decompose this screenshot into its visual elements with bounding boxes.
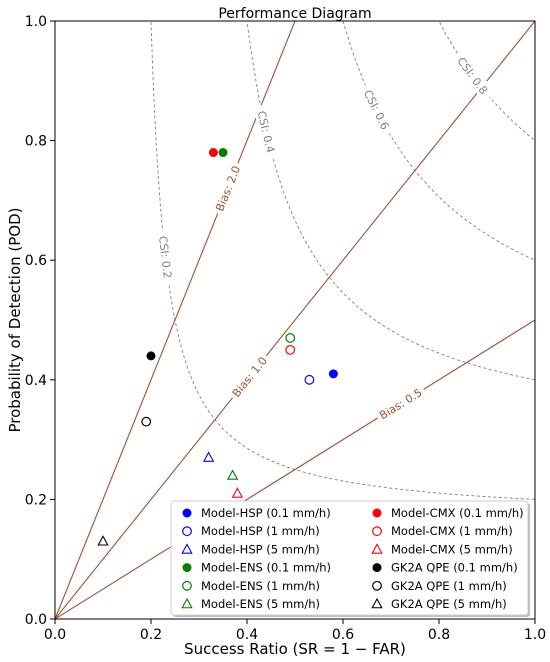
legend-marker-5 bbox=[182, 580, 192, 591]
legend-marker-1 bbox=[182, 508, 192, 518]
csi-label-1-bg bbox=[155, 229, 177, 285]
legend-label-12: GK2A QPE (5 mm/h) bbox=[391, 597, 507, 611]
bias-label-2-group: Bias: 1.0 bbox=[226, 350, 272, 403]
bias-label-3: Bias: 0.5 bbox=[377, 386, 424, 422]
data-point-3 bbox=[202, 451, 215, 462]
csi-label-2-group: CSI: 0.4 bbox=[253, 103, 281, 160]
legend-marker-3 bbox=[181, 543, 193, 554]
legend-marker-11 bbox=[372, 580, 382, 591]
data-point-11 bbox=[141, 416, 152, 427]
x-tick-label: 0.8 bbox=[428, 627, 450, 643]
data-point-8 bbox=[285, 345, 296, 355]
data-point-7 bbox=[208, 148, 218, 158]
x-axis-title: Success Ratio (SR = 1 − FAR) bbox=[184, 640, 406, 658]
bias-line-2 bbox=[55, 21, 535, 619]
csi-label-4-group: CSI: 0.8 bbox=[450, 49, 496, 102]
legend-label-3: Model-HSP (5 mm/h) bbox=[201, 542, 320, 556]
bias-label-3-bg bbox=[373, 382, 428, 424]
data-point-6 bbox=[226, 469, 239, 480]
csi-line-3 bbox=[342, 21, 535, 261]
plot-area: CSI: 0.2 CSI: 0.4 CSI: 0.6 CSI: 0.8 Bias: 2.… bbox=[25, 14, 546, 643]
axis-ticks: 0.0 0.2 0.4 0.6 0.8 1.0 0.0 0.2 0.4 0.6 0.8 1.0 bbox=[25, 14, 546, 643]
x-tick-label: 0.2 bbox=[140, 627, 162, 643]
csi-label-3-group: CSI: 0.6 bbox=[358, 81, 396, 137]
bias-label-2: Bias: 1.0 bbox=[230, 354, 270, 399]
csi-label-3: CSI: 0.6 bbox=[361, 88, 392, 132]
bias-label-1: Bias: 2.0 bbox=[213, 164, 243, 213]
legend-marker-9 bbox=[371, 543, 383, 554]
data-point-4 bbox=[218, 148, 228, 158]
data-point-9 bbox=[231, 487, 244, 498]
bias-line-1 bbox=[55, 21, 296, 619]
x-tick-label: 0.6 bbox=[332, 627, 354, 643]
data-point-12 bbox=[97, 535, 109, 546]
csi-label-1-group: CSI: 0.2 bbox=[155, 229, 177, 285]
reference-lines bbox=[55, 21, 535, 619]
bias-label-1-bg bbox=[210, 160, 245, 217]
legend-label-9: Model-CMX (5 mm/h) bbox=[391, 542, 513, 556]
bias-label-2-bg bbox=[226, 350, 272, 403]
legend-label-8: Model-CMX (1 mm/h) bbox=[391, 524, 513, 538]
y-tick-label: 0.8 bbox=[25, 134, 47, 150]
legend: Model-HSP (0.1 mm/h) Model-HSP (1 mm/h) Mo… bbox=[170, 500, 530, 617]
y-tick-label: 0.4 bbox=[25, 373, 47, 389]
x-tick-label: 0.4 bbox=[236, 627, 258, 643]
legend-label-1: Model-HSP (0.1 mm/h) bbox=[201, 506, 331, 520]
y-tick-label: 0.2 bbox=[25, 492, 47, 508]
csi-label-4-bg bbox=[450, 49, 496, 102]
csi-line-4 bbox=[438, 21, 535, 141]
plot-frame bbox=[54, 20, 536, 620]
legend-marker-6 bbox=[181, 597, 193, 609]
csi-label-2-bg bbox=[253, 103, 281, 160]
legend-marker-2 bbox=[182, 526, 192, 537]
x-tick-label: 1.0 bbox=[524, 627, 546, 643]
csi-label-4: CSI: 0.8 bbox=[454, 55, 490, 97]
y-tick-label: 1.0 bbox=[25, 14, 47, 30]
data-points bbox=[97, 148, 338, 546]
csi-line-1 bbox=[150, 21, 535, 500]
legend-label-7: Model-CMX (0.1 mm/h) bbox=[391, 506, 524, 520]
legend-marker-10 bbox=[372, 563, 382, 573]
legend-label-5: Model-ENS (1 mm/h) bbox=[201, 579, 320, 593]
data-point-10 bbox=[146, 351, 156, 361]
y-tick-label: 0.6 bbox=[25, 253, 47, 269]
chart-title: Performance Diagram bbox=[218, 6, 371, 22]
csi-label-3-bg bbox=[358, 81, 396, 137]
bias-label-3-group: Bias: 0.5 bbox=[373, 382, 428, 424]
legend-label-10: GK2A QPE (0.1 mm/h) bbox=[391, 561, 518, 575]
y-axis-title: Probability of Detection (POD) bbox=[6, 207, 24, 432]
legend-label-6: Model-ENS (5 mm/h) bbox=[201, 597, 320, 611]
legend-label-2: Model-HSP (1 mm/h) bbox=[201, 524, 320, 538]
bias-line-3 bbox=[55, 319, 535, 619]
csi-label-1: CSI: 0.2 bbox=[156, 235, 174, 279]
data-point-5 bbox=[285, 333, 296, 343]
legend-box bbox=[170, 500, 529, 616]
y-tick-label: 0.0 bbox=[25, 612, 47, 628]
data-point-1 bbox=[328, 369, 338, 379]
bias-label-1-group: Bias: 2.0 bbox=[210, 160, 245, 217]
data-point-2 bbox=[304, 374, 315, 385]
legend-marker-12 bbox=[371, 597, 383, 609]
legend-marker-4 bbox=[182, 563, 192, 573]
legend-marker-7 bbox=[372, 508, 382, 518]
legend-label-11: GK2A QPE (1 mm/h) bbox=[391, 579, 507, 593]
x-tick-label: 0.0 bbox=[44, 627, 66, 643]
legend-label-4: Model-ENS (0.1 mm/h) bbox=[201, 561, 331, 575]
legend-marker-8 bbox=[372, 526, 382, 537]
csi-line-2 bbox=[246, 21, 535, 381]
